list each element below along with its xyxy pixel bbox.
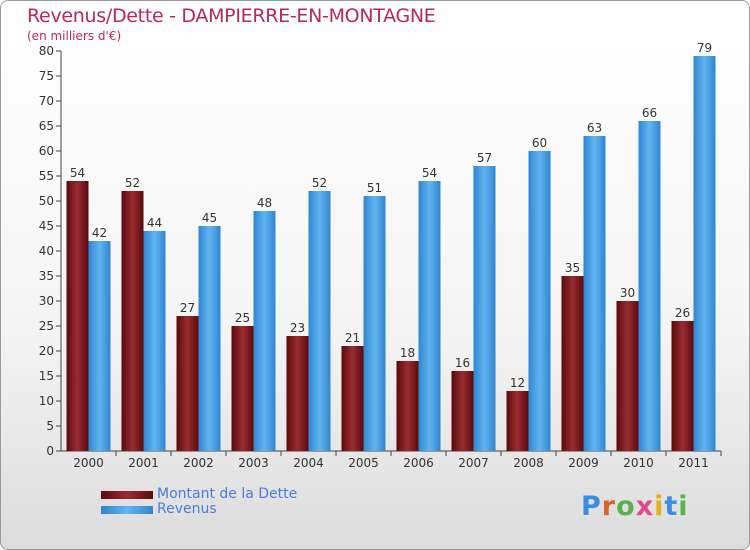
- bar-debt: [506, 391, 529, 451]
- data-label-revenue: 51: [367, 181, 382, 195]
- data-label-debt: 12: [510, 376, 525, 390]
- legend-swatch-debt: [101, 491, 153, 499]
- data-label-revenue: 57: [477, 151, 492, 165]
- logo-letter: t: [664, 491, 679, 522]
- chart-subtitle: (en milliers d'€): [27, 29, 122, 43]
- y-tick-label: 20: [39, 344, 54, 358]
- data-label-revenue: 45: [202, 211, 217, 225]
- y-tick-label: 40: [39, 244, 54, 258]
- data-label-debt: 30: [620, 286, 635, 300]
- data-label-debt: 27: [180, 301, 195, 315]
- x-tick-label: 2009: [568, 456, 599, 470]
- data-label-debt: 16: [455, 356, 470, 370]
- bar-debt: [451, 371, 474, 451]
- y-tick-label: 5: [46, 419, 54, 433]
- data-label-revenue: 42: [92, 226, 107, 240]
- data-label-revenue: 63: [587, 121, 602, 135]
- legend-label-debt: Montant de la Dette: [157, 486, 298, 502]
- bar-revenue: [363, 196, 386, 451]
- data-label-debt: 35: [565, 261, 580, 275]
- bar-debt: [671, 321, 694, 451]
- bar-debt: [341, 346, 364, 451]
- y-tick-label: 35: [39, 269, 54, 283]
- logo-letter: i: [654, 491, 665, 522]
- data-label-debt: 54: [70, 166, 85, 180]
- y-tick-label: 80: [39, 44, 54, 58]
- y-tick-label: 45: [39, 219, 54, 233]
- y-tick-label: 25: [39, 319, 54, 333]
- y-tick-label: 75: [39, 69, 54, 83]
- y-tick-label: 65: [39, 119, 54, 133]
- bar-revenue: [88, 241, 111, 451]
- data-label-revenue: 79: [697, 41, 712, 55]
- bar-revenue: [528, 151, 551, 451]
- data-label-revenue: 48: [257, 196, 272, 210]
- bar-debt: [396, 361, 419, 451]
- bar-revenue: [693, 56, 716, 451]
- x-tick-label: 2001: [128, 456, 159, 470]
- data-label-debt: 25: [235, 311, 250, 325]
- data-label-revenue: 52: [312, 176, 327, 190]
- y-tick-label: 30: [39, 294, 54, 308]
- bar-debt: [616, 301, 639, 451]
- data-label-debt: 21: [345, 331, 360, 345]
- bar-debt: [231, 326, 254, 451]
- y-tick-label: 55: [39, 169, 54, 183]
- legend-swatch-revenue: [101, 506, 153, 514]
- bar-revenue: [308, 191, 331, 451]
- bar-revenue: [473, 166, 496, 451]
- x-tick-label: 2006: [403, 456, 434, 470]
- y-tick-label: 70: [39, 94, 54, 108]
- x-tick-label: 2011: [678, 456, 709, 470]
- bar-debt: [121, 191, 144, 451]
- bar-debt: [286, 336, 309, 451]
- data-label-debt: 18: [400, 346, 415, 360]
- y-tick-label: 15: [39, 369, 54, 383]
- proxiti-logo: Proxiti: [581, 491, 689, 522]
- bar-debt: [176, 316, 199, 451]
- bar-revenue: [198, 226, 221, 451]
- data-label-debt: 23: [290, 321, 305, 335]
- bar-debt: [66, 181, 89, 451]
- bar-revenue: [418, 181, 441, 451]
- x-tick-label: 2007: [458, 456, 489, 470]
- chart-title: Revenus/Dette - DAMPIERRE-EN-MONTAGNE: [27, 5, 436, 27]
- y-tick-label: 50: [39, 194, 54, 208]
- bar-debt: [561, 276, 584, 451]
- x-tick-label: 2010: [623, 456, 654, 470]
- bar-revenue: [638, 121, 661, 451]
- data-label-revenue: 54: [422, 166, 437, 180]
- x-tick-label: 2002: [183, 456, 214, 470]
- bar-revenue: [143, 231, 166, 451]
- bar-revenue: [253, 211, 276, 451]
- y-tick-label: 10: [39, 394, 54, 408]
- logo-letter: r: [601, 491, 617, 522]
- legend-label-revenue: Revenus: [157, 501, 217, 517]
- x-tick-label: 2004: [293, 456, 324, 470]
- x-tick-label: 2005: [348, 456, 379, 470]
- data-label-revenue: 44: [147, 216, 162, 230]
- data-label-revenue: 66: [642, 106, 657, 120]
- y-tick-label: 60: [39, 144, 54, 158]
- data-label-debt: 52: [125, 176, 140, 190]
- logo-letter: P: [581, 491, 602, 522]
- bar-revenue: [583, 136, 606, 451]
- logo-letter: x: [635, 491, 655, 522]
- y-tick-label: 0: [46, 444, 54, 458]
- logo-letter: i: [678, 491, 689, 522]
- x-tick-label: 2008: [513, 456, 544, 470]
- x-tick-label: 2000: [73, 456, 104, 470]
- x-tick-label: 2003: [238, 456, 269, 470]
- logo-letter: o: [616, 491, 636, 522]
- data-label-revenue: 60: [532, 136, 547, 150]
- data-label-debt: 26: [675, 306, 690, 320]
